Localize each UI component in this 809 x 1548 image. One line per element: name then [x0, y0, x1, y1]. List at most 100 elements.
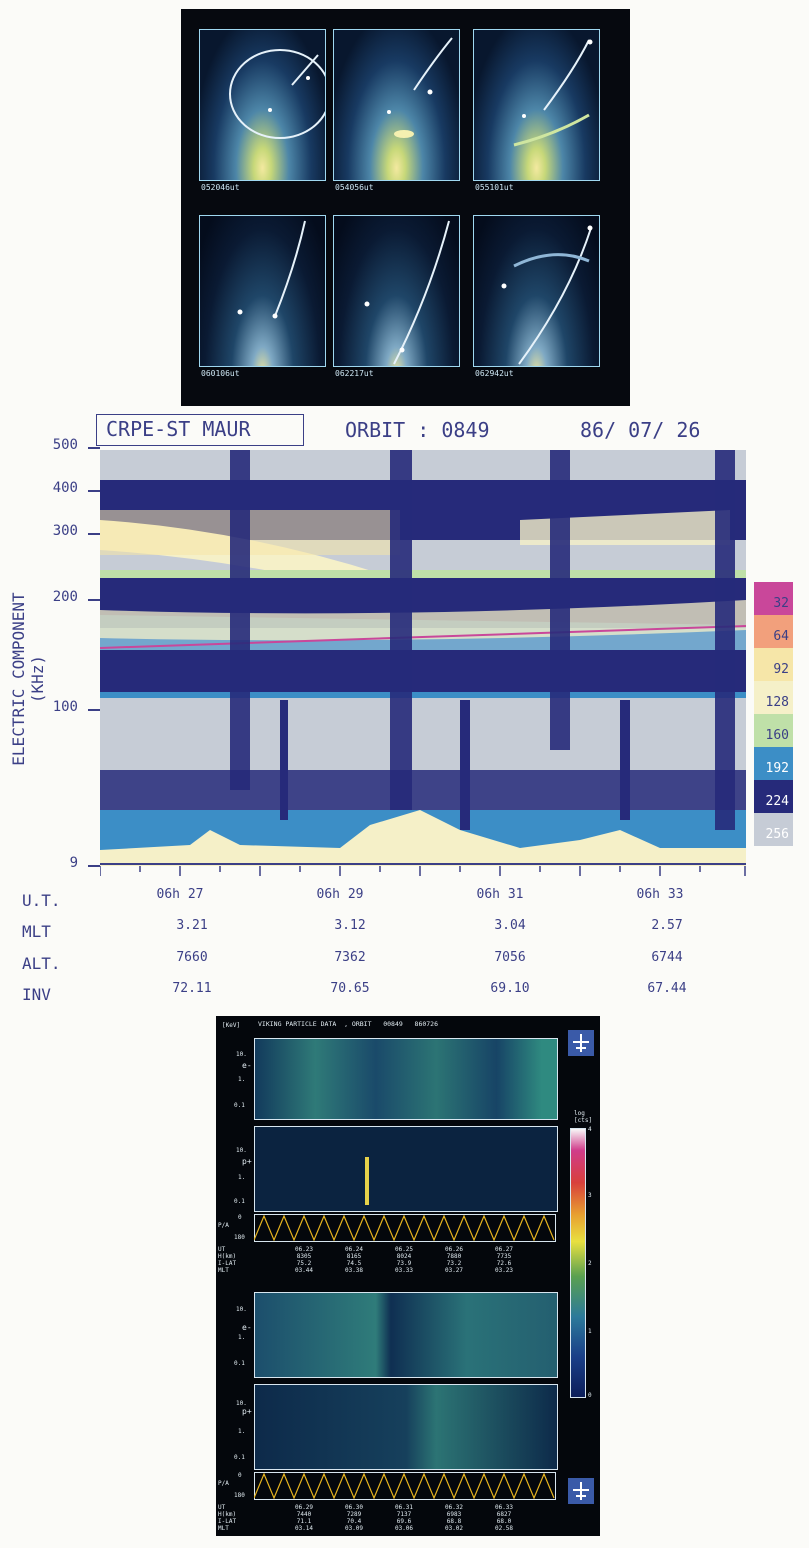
- ut-value: 06h 31: [476, 887, 524, 902]
- satellite-emblem-icon: [568, 1030, 594, 1056]
- footer-column: 06.33 6827 68.0 02.58: [494, 1504, 514, 1532]
- satellite-emblem-icon: [568, 1478, 594, 1504]
- date-label: 86/ 07/ 26: [580, 418, 701, 442]
- legend-256: 256: [754, 813, 793, 846]
- legend-160: 160: [754, 714, 793, 747]
- species-label: e-: [242, 1061, 252, 1070]
- y-tick-300: 300: [52, 523, 78, 539]
- alt-value: 7660: [176, 950, 208, 965]
- particle-data-panel: [KeV] VIKING PARTICLE DATA , ORBIT 00849…: [216, 1016, 600, 1536]
- footer-column: 06.23 8305 75.2 03.44: [294, 1246, 314, 1274]
- footer-column: 06.32 6983 68.8 03.02: [444, 1504, 464, 1532]
- electron-spectrogram-2: [254, 1292, 558, 1378]
- footer-column: 06.31 7137 69.6 03.06: [394, 1504, 414, 1532]
- proton-spectrogram-1: [254, 1126, 558, 1212]
- footer-column: 06.27 7735 72.6 03.23: [494, 1246, 514, 1274]
- energy-tick: 10.: [236, 1051, 247, 1058]
- row-label-mlt: MLT: [22, 922, 51, 941]
- y-tick-100: 100: [52, 699, 78, 715]
- auroral-frame-1: [199, 29, 326, 181]
- colorbar-tick: 4: [588, 1126, 592, 1133]
- footer-column: 06.30 7289 70.4 03.09: [344, 1504, 364, 1532]
- frame-label-2: 054056ut: [335, 183, 374, 192]
- mlt-value: 2.57: [651, 918, 683, 933]
- y-tick-mark: [88, 865, 100, 867]
- spectrogram-image: [100, 450, 746, 866]
- row-label-ut: U.T.: [22, 891, 61, 910]
- alt-value: 7362: [334, 950, 366, 965]
- energy-tick: 1.: [238, 1334, 246, 1341]
- y-tick-mark: [88, 599, 100, 601]
- particle-title: VIKING PARTICLE DATA , ORBIT 00849 86072…: [258, 1020, 439, 1028]
- footer-labels: UT H(km) I-LAT MLT: [218, 1246, 237, 1274]
- energy-tick: 1.: [238, 1174, 246, 1181]
- y-tick-mark: [88, 533, 100, 535]
- y-tick-500: 500: [52, 437, 78, 453]
- colorbar-tick: 2: [588, 1260, 592, 1267]
- energy-tick: 10.: [236, 1147, 247, 1154]
- row-label-alt: ALT.: [22, 954, 61, 973]
- species-label: e-: [242, 1323, 252, 1332]
- frame-label-4: 060106ut: [201, 369, 240, 378]
- energy-tick: 1.: [238, 1428, 246, 1435]
- colorbar-tick: 1: [588, 1328, 592, 1335]
- x-axis-ticks: [100, 866, 746, 876]
- pa-label: P/A: [218, 1480, 229, 1487]
- footer-column: 06.24 8165 74.5 03.38: [344, 1246, 364, 1274]
- legend-92: 92: [754, 648, 793, 681]
- colorbar-tick: 3: [588, 1192, 592, 1199]
- mlt-value: 3.04: [494, 918, 526, 933]
- alt-value: 6744: [651, 950, 683, 965]
- unit-label: [KeV]: [222, 1022, 241, 1029]
- species-label: p+: [242, 1157, 252, 1166]
- auroral-frame-3: [473, 29, 600, 181]
- auroral-frame-2: [333, 29, 460, 181]
- frame-label-1: 052046ut: [201, 183, 240, 192]
- energy-tick: 0.1: [234, 1102, 245, 1109]
- colorbar-label: log [cts]: [574, 1110, 593, 1124]
- ut-value: 06h 27: [156, 887, 204, 902]
- energy-tick: 1.: [238, 1076, 246, 1083]
- footer-labels: UT H(km) I-LAT MLT: [218, 1504, 237, 1532]
- energy-tick: 0.1: [234, 1360, 245, 1367]
- y-tick-mark: [88, 447, 100, 449]
- footer-column: 06.26 7880 73.2 03.27: [444, 1246, 464, 1274]
- auroral-frame-6: [473, 215, 600, 367]
- energy-tick: 10.: [236, 1400, 247, 1407]
- legend-192: 192: [754, 747, 793, 780]
- orbit-label: ORBIT : 0849: [345, 418, 490, 442]
- colorbar: [570, 1128, 586, 1398]
- inv-value: 67.44: [647, 981, 687, 996]
- inv-value: 72.11: [172, 981, 212, 996]
- auroral-image-panel: 052046ut 054056ut 055101ut 060106ut 0622…: [181, 9, 630, 406]
- y-tick-mark: [88, 490, 100, 492]
- pa-tick: 0: [238, 1214, 242, 1221]
- legend-128: 128: [754, 681, 793, 714]
- legend-32: 32: [754, 582, 793, 615]
- footer-column: 06.29 7440 71.1 03.14: [294, 1504, 314, 1532]
- ut-value: 06h 29: [316, 887, 364, 902]
- instrument-title: CRPE-ST MAUR: [106, 417, 251, 441]
- frame-label-5: 062217ut: [335, 369, 374, 378]
- pa-tick: 0: [238, 1472, 242, 1479]
- y-tick-mark: [88, 709, 100, 711]
- pa-tick: 180: [234, 1492, 245, 1499]
- inv-value: 69.10: [490, 981, 530, 996]
- energy-tick: 0.1: [234, 1454, 245, 1461]
- colorbar-tick: 0: [588, 1392, 592, 1399]
- frame-label-6: 062942ut: [475, 369, 514, 378]
- pa-tick: 180: [234, 1234, 245, 1241]
- electron-spectrogram-1: [254, 1038, 558, 1120]
- energy-tick: 10.: [236, 1306, 247, 1313]
- instrument-box: [96, 414, 304, 446]
- row-label-inv: INV: [22, 985, 51, 1004]
- y-tick-9: 9: [69, 855, 78, 871]
- alt-value: 7056: [494, 950, 526, 965]
- energy-tick: 0.1: [234, 1198, 245, 1205]
- ut-value: 06h 33: [636, 887, 684, 902]
- inv-value: 70.65: [330, 981, 370, 996]
- proton-spectrogram-2: [254, 1384, 558, 1470]
- y-tick-400: 400: [52, 480, 78, 496]
- auroral-frame-5: [333, 215, 460, 367]
- pitch-angle-trace-2: [254, 1472, 556, 1500]
